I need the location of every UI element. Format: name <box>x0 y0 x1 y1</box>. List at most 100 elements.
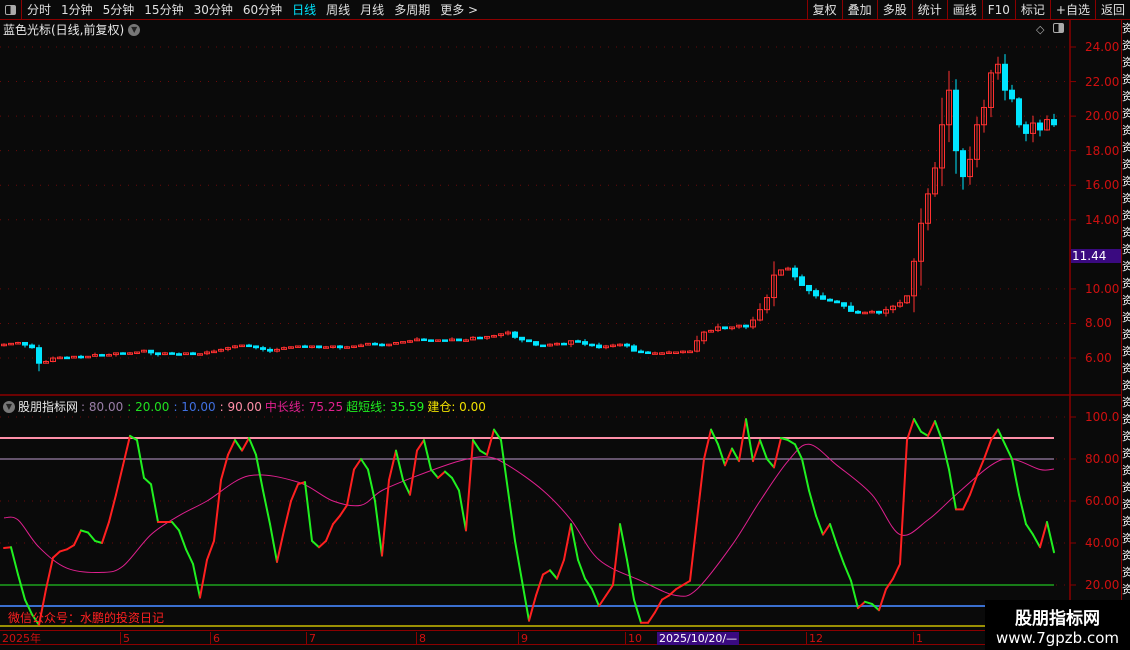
short-line-segment <box>381 479 390 557</box>
toolbar-button[interactable]: 画线 <box>946 0 982 20</box>
candle-body <box>1009 89 1015 100</box>
short-line-segment <box>129 434 138 442</box>
short-line-segment <box>339 504 348 517</box>
short-line-segment <box>899 439 908 565</box>
short-line-segment <box>605 584 614 597</box>
short-line-segment <box>297 481 306 486</box>
short-line-segment <box>87 531 96 542</box>
price-tick-label: 8.00 <box>1085 316 1112 331</box>
candle-body <box>309 345 315 348</box>
short-line-segment <box>661 594 670 601</box>
candle-body <box>428 339 434 342</box>
tab-period[interactable]: 月线 <box>360 3 385 17</box>
short-line-segment <box>290 483 299 502</box>
candle-body <box>491 335 497 338</box>
chevron-down-icon[interactable]: ▼ <box>128 23 141 36</box>
tab-period[interactable]: 30分钟 <box>193 3 233 17</box>
short-line-segment <box>626 558 635 601</box>
right-info-strip[interactable]: 资资资资资资资资资资资资资资资资资资资资资资资资资资资资资资资资资资资 <box>1121 20 1130 630</box>
candle-body <box>1044 119 1050 131</box>
candle-body <box>792 267 798 278</box>
short-line-segment <box>311 539 320 549</box>
short-line-segment <box>1032 533 1041 549</box>
tab-period[interactable]: 更多 > <box>440 3 479 17</box>
date-tick-label: 2025年 <box>2 632 41 645</box>
candle-body <box>414 338 420 342</box>
diamond-icon[interactable]: ◇ <box>1036 23 1045 36</box>
candle-body <box>379 343 385 347</box>
candle-body <box>421 338 427 342</box>
short-line-segment <box>724 447 733 467</box>
candle-body <box>652 352 658 355</box>
short-line-segment <box>171 521 180 532</box>
candle-body <box>645 351 651 354</box>
tab-period[interactable]: 5分钟 <box>102 3 135 17</box>
tab-period[interactable]: 周线 <box>326 3 351 17</box>
indicator-tick-label: 100.0 <box>1085 410 1120 424</box>
candle-body <box>1 343 7 347</box>
tab-period[interactable]: 日线 <box>292 3 317 17</box>
toolbar-button[interactable]: F10 <box>981 0 1015 20</box>
toolbar-button[interactable]: 复权 <box>806 0 842 20</box>
candle-body <box>134 351 140 354</box>
candle-body <box>981 106 987 126</box>
candle-body <box>540 344 546 348</box>
candle-body <box>946 89 952 126</box>
indicator-param: : 10.00 <box>173 399 216 414</box>
candle-body <box>638 350 644 354</box>
candle-body <box>323 346 329 349</box>
tab-period[interactable]: 分时 <box>27 3 52 17</box>
indicator-name[interactable]: 股朋指标网 <box>18 400 79 414</box>
short-line-segment <box>619 523 628 561</box>
candle-body <box>449 338 455 342</box>
candle-body <box>757 309 763 321</box>
short-line-segment <box>822 523 831 536</box>
short-line-segment <box>556 558 565 580</box>
chevron-down-icon[interactable]: ▼ <box>3 400 15 413</box>
short-line-segment <box>178 529 187 551</box>
panel-toggle-icon[interactable] <box>1053 23 1064 33</box>
candle-body <box>736 324 742 328</box>
current-price-tag: 11.44 <box>1071 249 1121 263</box>
toolbar-button[interactable]: 统计 <box>911 0 947 20</box>
date-tick-label: 10 <box>625 632 642 645</box>
tab-period[interactable]: 15分钟 <box>144 3 184 17</box>
short-line-segment <box>633 598 642 624</box>
period-tabs: 分时 1分钟 5分钟 15分钟 30分钟 60分钟 日线 周线 月线 多周期 更多 > <box>22 1 483 18</box>
toolbar-button[interactable]: 标记 <box>1014 0 1050 20</box>
candle-body <box>204 351 210 355</box>
candle-body <box>554 342 560 346</box>
short-line-segment <box>731 447 740 463</box>
short-line-segment <box>584 577 593 591</box>
short-line-segment <box>773 437 782 469</box>
indicator-tick-label: 40.00 <box>1085 536 1120 550</box>
short-line-segment <box>444 470 453 479</box>
tab-period[interactable]: 多周期 <box>394 3 431 17</box>
short-line-segment <box>689 518 698 582</box>
candle-body <box>176 353 182 356</box>
toolbar-button[interactable]: 多股 <box>876 0 912 20</box>
candle-body <box>701 331 707 342</box>
chart-title: 蓝色光标(日线,前复权) ▼ <box>3 21 141 38</box>
date-tick-label: 5 <box>120 632 130 645</box>
candle-body <box>890 305 896 311</box>
tab-period[interactable]: 60分钟 <box>242 3 283 17</box>
candle-body <box>127 352 133 355</box>
short-line-segment <box>885 577 894 591</box>
short-line-segment <box>479 449 488 456</box>
panel-icon <box>5 4 16 15</box>
sidebar-toggle-button[interactable] <box>0 0 22 20</box>
short-line-segment <box>255 453 264 492</box>
short-line-segment <box>759 439 768 460</box>
candle-body <box>498 333 504 337</box>
toolbar-button[interactable]: 叠加 <box>841 0 877 20</box>
toolbar-button[interactable]: +自选 <box>1049 0 1095 20</box>
short-line-segment <box>962 493 971 511</box>
toolbar-button[interactable]: 返回 <box>1094 0 1130 20</box>
candle-body <box>295 345 301 348</box>
date-tick-label: 12 <box>806 632 823 645</box>
tab-period[interactable]: 1分钟 <box>61 3 93 17</box>
candle-body <box>806 284 812 292</box>
short-line-segment <box>969 474 978 496</box>
